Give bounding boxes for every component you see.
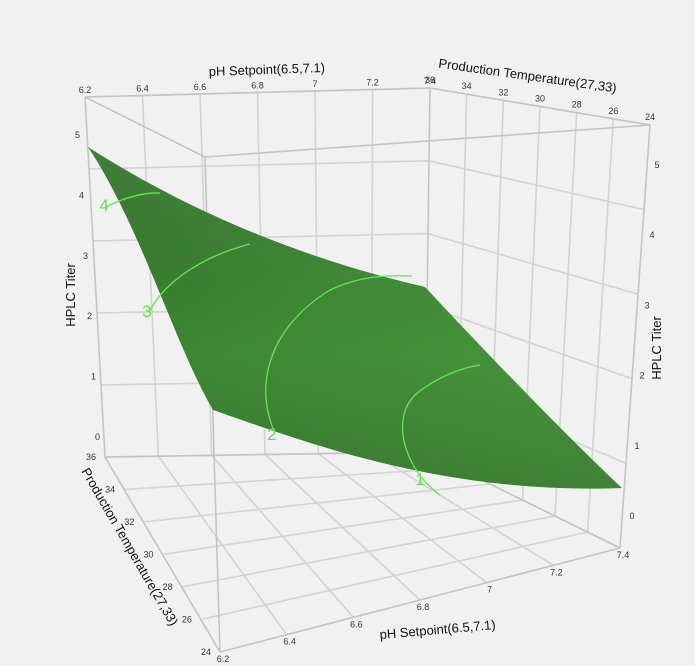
z-axis-title-left: HPLC Titer xyxy=(63,263,78,327)
contour-line-2 xyxy=(265,275,413,434)
z-tick-left-label: 4 xyxy=(79,190,84,200)
contour-line-3 xyxy=(149,243,251,312)
x-tick-top-label: 7.2 xyxy=(366,78,379,88)
z-tick-left-label: 3 xyxy=(83,251,88,261)
y-tick-top-label: 36 xyxy=(425,75,435,85)
y-tick-top-label: 26 xyxy=(608,106,618,116)
box-frame-edge xyxy=(84,96,106,458)
grid-line-floor-y xyxy=(200,531,588,621)
contour-label-4: 4 xyxy=(99,196,108,215)
x-tick-front-label: 6.4 xyxy=(283,637,296,647)
box-frame-edge xyxy=(619,124,651,549)
x-tick-front-label: 6.6 xyxy=(350,619,363,629)
box-frame-edge xyxy=(104,456,221,653)
z-tick-right-label: 1 xyxy=(634,441,639,451)
contour-label-2: 2 xyxy=(267,425,276,444)
contour-line-4 xyxy=(105,192,161,208)
x-tick-front-label: 7.4 xyxy=(617,550,630,560)
y-tick-top-label: 34 xyxy=(462,81,472,91)
y-tick-left-label: 28 xyxy=(163,582,173,592)
grid-line-floor-y xyxy=(124,467,458,491)
x-axis-title-top: pH Setpoint(6.5,7.1) xyxy=(208,60,325,79)
z-tick-left-label: 0 xyxy=(95,432,100,442)
x-tick-front-label: 7 xyxy=(487,585,492,595)
y-tick-left-label: 26 xyxy=(182,615,192,625)
x-tick-front-label: 7.2 xyxy=(550,567,563,577)
z-tick-right-label: 4 xyxy=(649,230,654,240)
x-tick-top-label: 6.2 xyxy=(79,85,92,95)
contour-label-3: 3 xyxy=(142,302,151,321)
x-tick-top-label: 6.4 xyxy=(136,84,149,94)
y-tick-top-label: 30 xyxy=(535,94,545,104)
surface-shading xyxy=(88,147,622,489)
z-axis-title-right: HPLC Titer xyxy=(649,316,664,380)
x-axis-title-front: pH Setpoint(6.5,7.1) xyxy=(379,617,496,642)
x-tick-top-label: 7.4 xyxy=(424,76,437,86)
grid-line-floor-y xyxy=(181,515,556,588)
x-tick-top-label: 7 xyxy=(312,79,317,89)
x-tick-top-label: 6.8 xyxy=(251,81,264,91)
x-tick-front-label: 6.8 xyxy=(417,602,430,612)
z-tick-right-label: 2 xyxy=(639,371,644,381)
contour-line-1 xyxy=(401,364,481,496)
z-tick-left-label: 5 xyxy=(75,130,80,140)
y-tick-top-label: 28 xyxy=(572,100,582,110)
box-frame-edge xyxy=(429,87,651,126)
z-tick-left-label: 2 xyxy=(87,311,92,321)
y-tick-left-label: 24 xyxy=(201,647,211,657)
box-frame-edge xyxy=(219,547,621,653)
grid-line-left-wall-x xyxy=(141,95,160,457)
z-tick-right-label: 5 xyxy=(654,160,659,170)
x-tick-front-label: 6.2 xyxy=(217,654,230,664)
contour-label-1: 1 xyxy=(415,470,424,489)
z-tick-right-label: 3 xyxy=(644,300,649,310)
y-tick-left-label: 36 xyxy=(86,452,96,462)
y-tick-left-label: 32 xyxy=(124,517,134,527)
grid-line-floor-y xyxy=(162,499,523,556)
z-tick-left-label: 1 xyxy=(91,372,96,382)
box-frame-edge xyxy=(204,124,651,158)
y-tick-top-label: 24 xyxy=(645,112,655,122)
grid-layer xyxy=(84,87,651,653)
y-tick-left-label: 30 xyxy=(143,550,153,560)
y-tick-top-label: 32 xyxy=(498,87,508,97)
x-tick-top-label: 6.6 xyxy=(194,82,207,92)
tick-layer: 6.2 6.4 6.6 6.8 7 7.2 7.4363432302826246.26.46… xyxy=(75,75,660,664)
z-tick-right-label: 0 xyxy=(629,511,634,521)
grid-line-floor-y xyxy=(143,483,491,523)
box-frame-edge xyxy=(84,87,431,98)
box-frame-edge xyxy=(84,96,206,158)
y-tick-left-label: 34 xyxy=(105,485,115,495)
